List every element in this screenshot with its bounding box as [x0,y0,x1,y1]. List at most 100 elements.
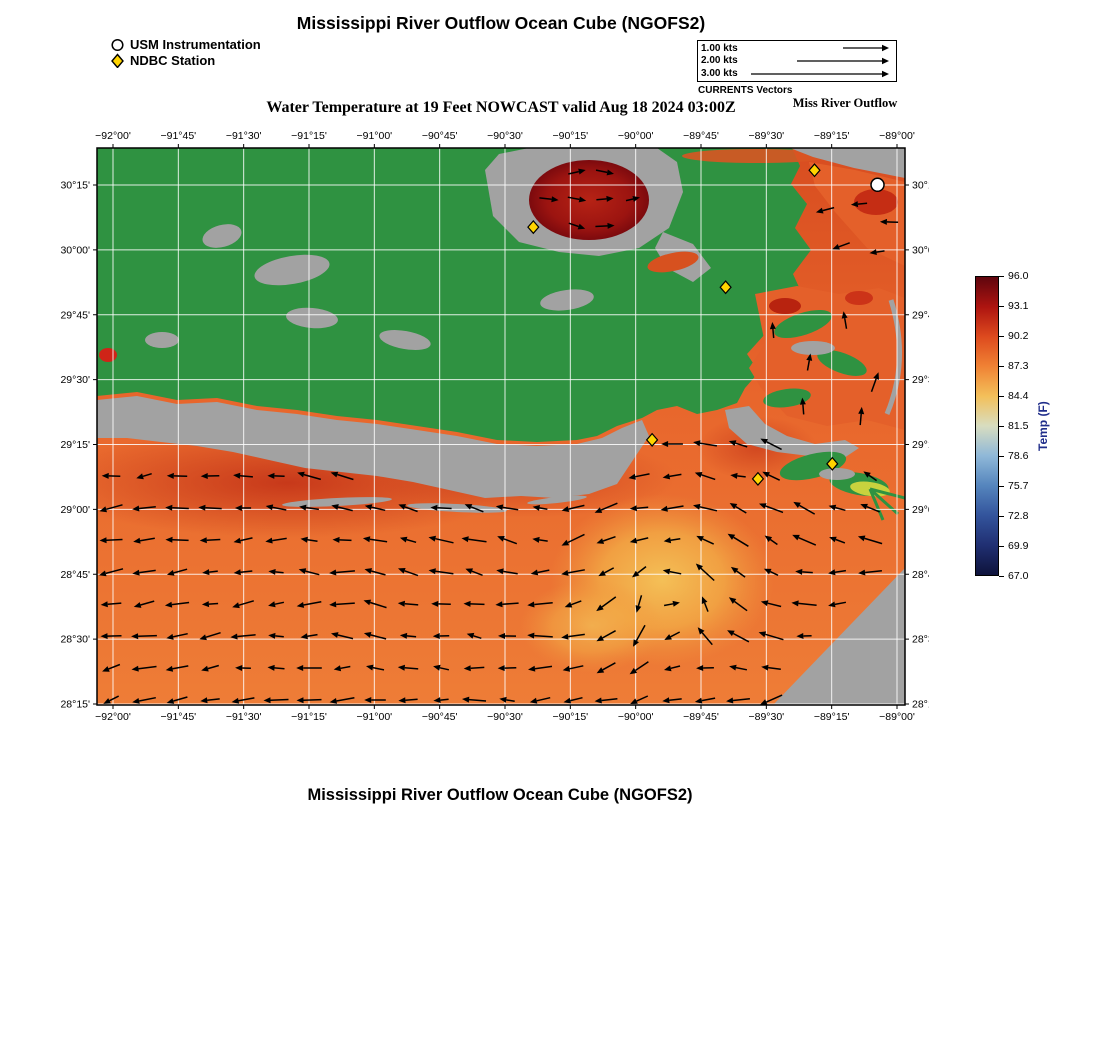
currents-caption: CURRENTS Vectors [698,85,793,96]
scale-1kt-arrow-icon [843,45,889,52]
scale-2kt-arrow-icon [797,57,889,65]
colorbar [975,276,999,576]
ndbc-station-marker [751,471,765,486]
y-tick-label-left: 30°00' [60,244,90,256]
inland-lakes-gray [145,224,594,350]
colorbar-tick-label: 84.4 [1008,390,1029,402]
y-tick-label-left: 29°00' [60,504,90,516]
y-tick-label-left: 28°15' [60,699,90,711]
colorbar-tick-label: 93.1 [1008,300,1029,312]
colorbar-tick [999,306,1004,308]
x-tick-label-top: −91°00' [356,130,392,142]
ndbc-station-marker [808,163,821,178]
y-tick-label-left: 29°45' [60,309,90,321]
x-tick-label-bottom: −90°00' [618,711,654,723]
colorbar-tick-label: 67.0 [1008,570,1029,582]
y-tick-label-right: 29°30' [912,374,929,386]
x-tick-label-top: −89°15' [814,130,850,142]
ndbc-station-marker [719,280,732,295]
delta-island-chain [725,406,859,460]
y-tick-label-left: 29°30' [60,374,90,386]
y-tick-label-left: 29°15' [60,439,90,451]
y-tick-label-right: 28°30' [912,634,929,646]
axis-ticks-and-labels: −92°00' −92°00' −91°45' −91°45' −91°30' −91°3… [60,130,929,723]
hot-spot-west-edge [99,348,117,362]
colorbar-tick-label: 75.7 [1008,480,1029,492]
x-tick-label-bottom: −89°00' [879,711,915,723]
offmodel-wedge-southeast [773,568,905,705]
warm-patch-delta [697,416,817,480]
x-tick-label-bottom: −89°15' [814,711,850,723]
colorbar-tick-label: 81.5 [1008,420,1029,432]
ndbc-station-marker [527,219,540,235]
x-tick-label-top: −91°15' [291,130,327,142]
colorbar-tick-label: 90.2 [1008,330,1029,342]
x-tick-label-top: −90°45' [422,130,458,142]
model-land-green [97,148,811,442]
map-frame [96,147,906,706]
colorbar-tick [999,546,1004,548]
lake-borgne-water [647,251,699,273]
usm-circle-icon [111,38,124,51]
y-tick-label-right: 30°00' [912,244,929,256]
x-tick-label-bottom: −91°45' [160,711,196,723]
y-tick-label-left: 28°45' [60,569,90,581]
lake-pontchartrain-water [529,160,649,240]
colorbar-tick-label: 96.0 [1008,270,1029,282]
figure-title-bottom: Mississippi River Outflow Ocean Cube (NG… [307,786,693,804]
ndbc-diamond-icon [111,52,124,68]
x-tick-label-top: −91°30' [226,130,262,142]
x-tick-label-top: −90°30' [487,130,523,142]
x-tick-label-bottom: −92°00' [95,711,131,723]
channel-hot-patch-2 [845,291,873,305]
barrier-islands [282,495,587,513]
y-tick-label-left: 30°15' [60,180,90,192]
ndbc-station-marker [826,456,839,471]
currents-scale-box: 1.00 kts 2.00 kts 3.00 kts [697,40,897,82]
x-tick-label-bottom: −91°15' [291,711,327,723]
x-tick-label-bottom: −91°00' [356,711,392,723]
x-tick-label-bottom: −90°45' [422,711,458,723]
colorbar-tick [999,456,1004,458]
scale-3kt-label: 3.00 kts [701,68,738,80]
coast-northeast-gray [790,148,905,178]
legend-row-ndbc: NDBC Station [110,52,261,68]
y-tick-label-left: 28°30' [60,634,90,646]
colorbar-tick-label: 87.3 [1008,360,1029,372]
marker-legend: USM Instrumentation NDBC Station [110,36,261,68]
x-tick-label-bottom: −91°30' [226,711,262,723]
legend-usm-label: USM Instrumentation [130,36,261,52]
scale-row-3kt: 3.00 kts [701,68,893,80]
colorbar-tick-label: 72.8 [1008,510,1029,522]
y-tick-label-right: 28°15' [912,699,929,711]
region-label: Miss River Outflow [792,96,898,110]
channel-hot-patch-1 [769,298,801,314]
colorbar-tick [999,576,1004,578]
scale-row-2kt: 2.00 kts [701,55,893,67]
y-tick-label-right: 28°45' [912,569,929,581]
colorbar-tick [999,516,1004,518]
scale-1kt-label: 1.00 kts [701,42,738,54]
grid-lines [97,148,905,705]
station-markers [527,163,885,486]
coastal-marsh-band [97,396,649,498]
x-tick-label-bottom: −90°30' [487,711,523,723]
x-tick-label-top: −89°30' [748,130,784,142]
scale-2kt-label: 2.00 kts [701,55,738,67]
current-vectors [99,168,899,705]
colorbar-tick [999,276,1004,278]
x-tick-label-bottom: −90°15' [552,711,588,723]
x-tick-label-top: −90°00' [618,130,654,142]
sound-hot-patch [854,189,898,215]
x-tick-label-top: −91°45' [160,130,196,142]
y-tick-label-right: 29°00' [912,504,929,516]
ndbc-station-marker [645,432,659,447]
x-tick-label-bottom: −89°30' [748,711,784,723]
x-tick-label-top: −90°15' [552,130,588,142]
x-tick-label-top: −89°45' [683,130,719,142]
legend-ndbc-label: NDBC Station [130,52,216,68]
x-tick-label-top: −92°00' [95,130,131,142]
colorbar-tick [999,486,1004,488]
colorbar-tick-label: 78.6 [1008,450,1029,462]
